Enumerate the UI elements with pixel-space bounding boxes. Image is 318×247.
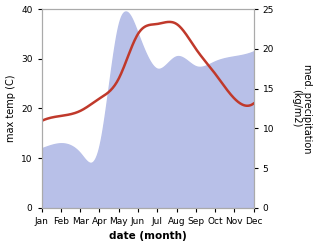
Y-axis label: med. precipitation
(kg/m2): med. precipitation (kg/m2) xyxy=(291,64,313,153)
Y-axis label: max temp (C): max temp (C) xyxy=(5,75,16,142)
X-axis label: date (month): date (month) xyxy=(109,231,187,242)
